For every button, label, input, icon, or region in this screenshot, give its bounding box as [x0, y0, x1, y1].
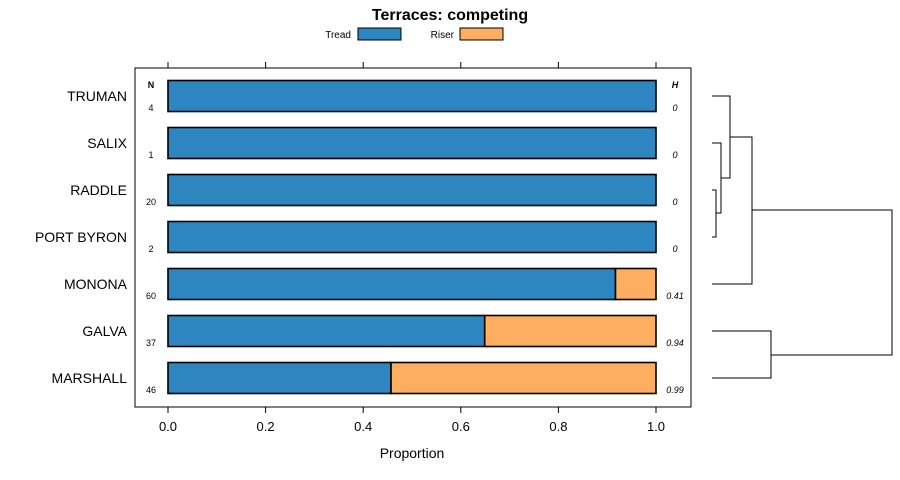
bar-segment-tread: [167, 314, 486, 348]
x-tick-label: 1.0: [647, 419, 665, 434]
plot-panel: [134, 67, 692, 408]
h-value: 0.41: [666, 291, 684, 301]
h-value: 0: [672, 103, 677, 113]
n-value: 4: [148, 103, 153, 113]
bar-segment-tread: [167, 126, 657, 160]
bar-row: MONONA 60 0.41: [64, 267, 684, 301]
h-value: 0.94: [666, 338, 684, 348]
x-tick-label: 0.6: [452, 419, 470, 434]
dendrogram: [712, 95, 893, 379]
category-label: TRUMAN: [67, 88, 127, 104]
legend-swatch-tread: [357, 27, 402, 41]
n-value: 20: [146, 197, 156, 207]
x-tick-label: 0.2: [257, 419, 275, 434]
chart-title: Terraces: competing: [372, 7, 528, 24]
x-tick-label: 0.0: [159, 419, 177, 434]
h-value: 0: [672, 150, 677, 160]
bar-segment-tread: [167, 173, 657, 207]
n-value: 37: [146, 338, 156, 348]
x-tick-label: 0.4: [354, 419, 372, 434]
n-value: 46: [146, 385, 156, 395]
bar-segment-riser: [483, 314, 657, 348]
category-label: GALVA: [82, 323, 127, 339]
category-label: MARSHALL: [52, 370, 128, 386]
bar-segment-riser: [614, 267, 657, 301]
h-value: 0: [672, 197, 677, 207]
bar-segment-tread: [167, 267, 617, 301]
n-value: 2: [148, 244, 153, 254]
bar-row: TRUMAN 4 0: [67, 79, 678, 113]
dendrogram-link-root: [752, 209, 893, 356]
dendrogram-link-raddle-portbyron: [712, 189, 717, 238]
x-axis-label: Proportion: [380, 445, 445, 461]
n-header: N: [148, 80, 155, 90]
bar-row: PORT BYRON 2 0: [35, 220, 678, 254]
n-value: 1: [148, 150, 153, 160]
category-label: MONONA: [64, 276, 128, 292]
category-label: RADDLE: [70, 182, 127, 198]
legend-label-tread: Tread: [325, 30, 351, 41]
h-value: 0.99: [666, 385, 684, 395]
dendrogram-link-monona: [712, 136, 753, 285]
category-label: PORT BYRON: [35, 229, 127, 245]
legend-label-riser: Riser: [431, 30, 455, 41]
legend-swatch-riser: [459, 27, 504, 41]
legend: Tread Riser: [325, 27, 504, 41]
bar-segment-tread: [167, 220, 657, 254]
h-value: 0: [672, 244, 677, 254]
x-tick-label: 0.8: [549, 419, 567, 434]
bar-row: SALIX 1 0: [87, 126, 678, 160]
bar-segment-tread: [167, 361, 392, 395]
category-label: SALIX: [87, 135, 127, 151]
bar-row: RADDLE 20 0: [70, 173, 678, 207]
x-axis: 0.0 0.2 0.4 0.6 0.8 1.0: [159, 62, 665, 434]
h-header: H: [672, 80, 679, 90]
dendrogram-link-galva-marshall: [712, 330, 772, 379]
bar-segment-riser: [390, 361, 657, 395]
bar-row: GALVA 37 0.94: [82, 314, 684, 348]
n-value: 60: [146, 291, 156, 301]
bar-segment-tread: [167, 79, 657, 113]
bar-row: MARSHALL 46 0.99: [52, 361, 684, 395]
